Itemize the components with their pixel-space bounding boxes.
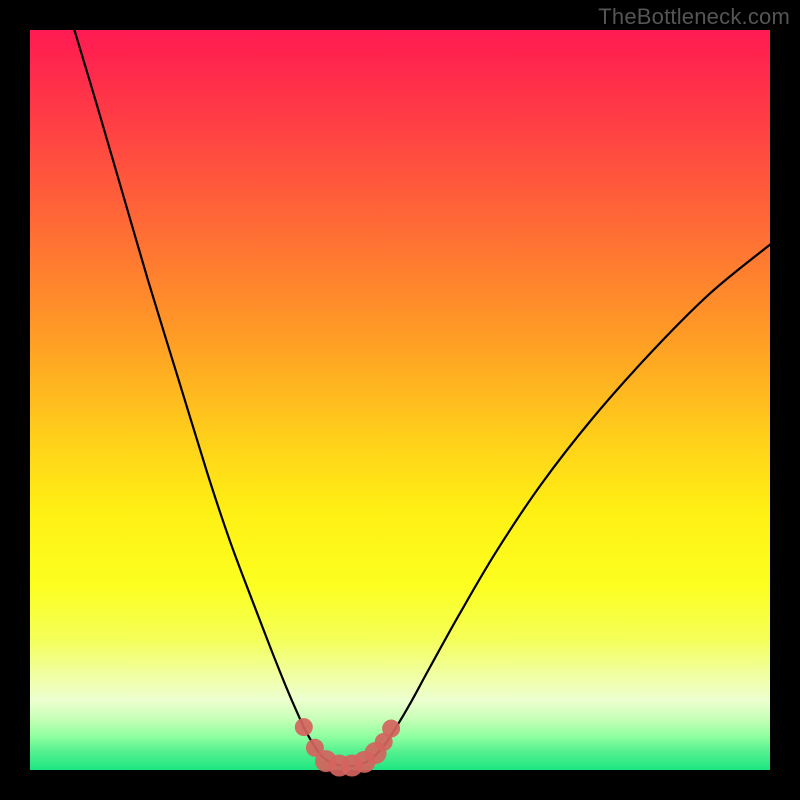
chart-frame: TheBottleneck.com [0, 0, 800, 800]
curve-marker [382, 720, 400, 738]
watermark-text: TheBottleneck.com [598, 4, 790, 30]
curve-marker [295, 718, 313, 736]
plot-background [30, 30, 770, 770]
bottleneck-curve-chart [0, 0, 800, 800]
